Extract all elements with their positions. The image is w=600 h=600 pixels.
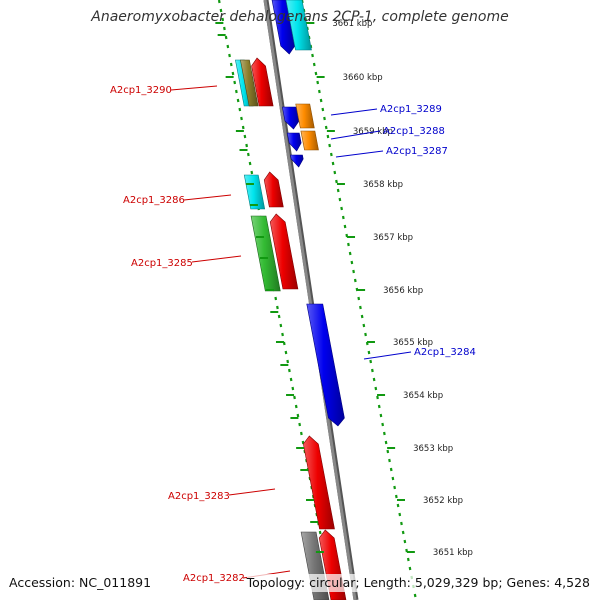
tick-label: 3661 kbp [332, 19, 372, 29]
gene-feature-olive[interactable] [240, 59, 259, 107]
genome-title: Anaeromyxobacter dehalogenans 2CP-1, com… [91, 9, 509, 25]
tick-label: 3652 kbp [423, 496, 463, 506]
gene-feature-3290[interactable] [251, 57, 274, 107]
genome-backbone [263, 0, 359, 600]
gene-label[interactable]: A2cp1_3289 [380, 104, 442, 115]
tick-label: 3651 kbp [433, 548, 473, 558]
tick-label: 3657 kbp [373, 233, 413, 243]
gene-feature-3288[interactable] [286, 132, 302, 152]
gene-feature-orange[interactable] [295, 103, 315, 129]
tick-label: 3658 kbp [363, 180, 403, 190]
tick-label: 3660 kbp [343, 73, 383, 83]
gene-feature-3284[interactable] [306, 303, 345, 427]
gene-label[interactable]: A2cp1_3285 [131, 258, 193, 269]
gene-feature-3286[interactable] [263, 171, 284, 208]
gene-feature-3285-green[interactable] [250, 215, 281, 292]
gene-label[interactable]: A2cp1_3287 [386, 146, 448, 157]
genome-stats-text: Topology: circular; Length: 5,029,329 bp… [246, 574, 590, 592]
gene-label[interactable]: A2cp1_3283 [168, 491, 230, 502]
gene-label[interactable]: A2cp1_3286 [123, 195, 185, 206]
tick-label: 3655 kbp [393, 338, 433, 348]
gene-feature-orange-2[interactable] [300, 130, 319, 151]
gene-features [235, 0, 347, 600]
gene-feature-3289[interactable] [281, 106, 300, 130]
gene-feature-3287[interactable] [290, 154, 304, 168]
gene-label[interactable]: A2cp1_3290 [110, 85, 172, 96]
gene-feature-blue[interactable] [271, 0, 296, 55]
gene-label[interactable]: A2cp1_3282 [183, 573, 245, 584]
accession-text: Accession: NC_011891 [9, 574, 152, 592]
gene-feature-cyan-3286[interactable] [243, 174, 266, 210]
gene-labels: A2cp1_3290 A2cp1_3289 A2cp1_3288 A2cp1_3287… [110, 85, 476, 584]
gene-label[interactable]: A2cp1_3288 [383, 126, 445, 137]
gene-label[interactable]: A2cp1_3284 [414, 347, 476, 358]
tick-label: 3654 kbp [403, 391, 443, 401]
tick-label: 3656 kbp [383, 286, 423, 296]
tick-label: 3653 kbp [413, 444, 453, 454]
gene-feature-3283[interactable] [303, 435, 335, 530]
gene-feature-cyan[interactable] [285, 0, 312, 51]
gene-feature-3285[interactable] [269, 213, 299, 290]
